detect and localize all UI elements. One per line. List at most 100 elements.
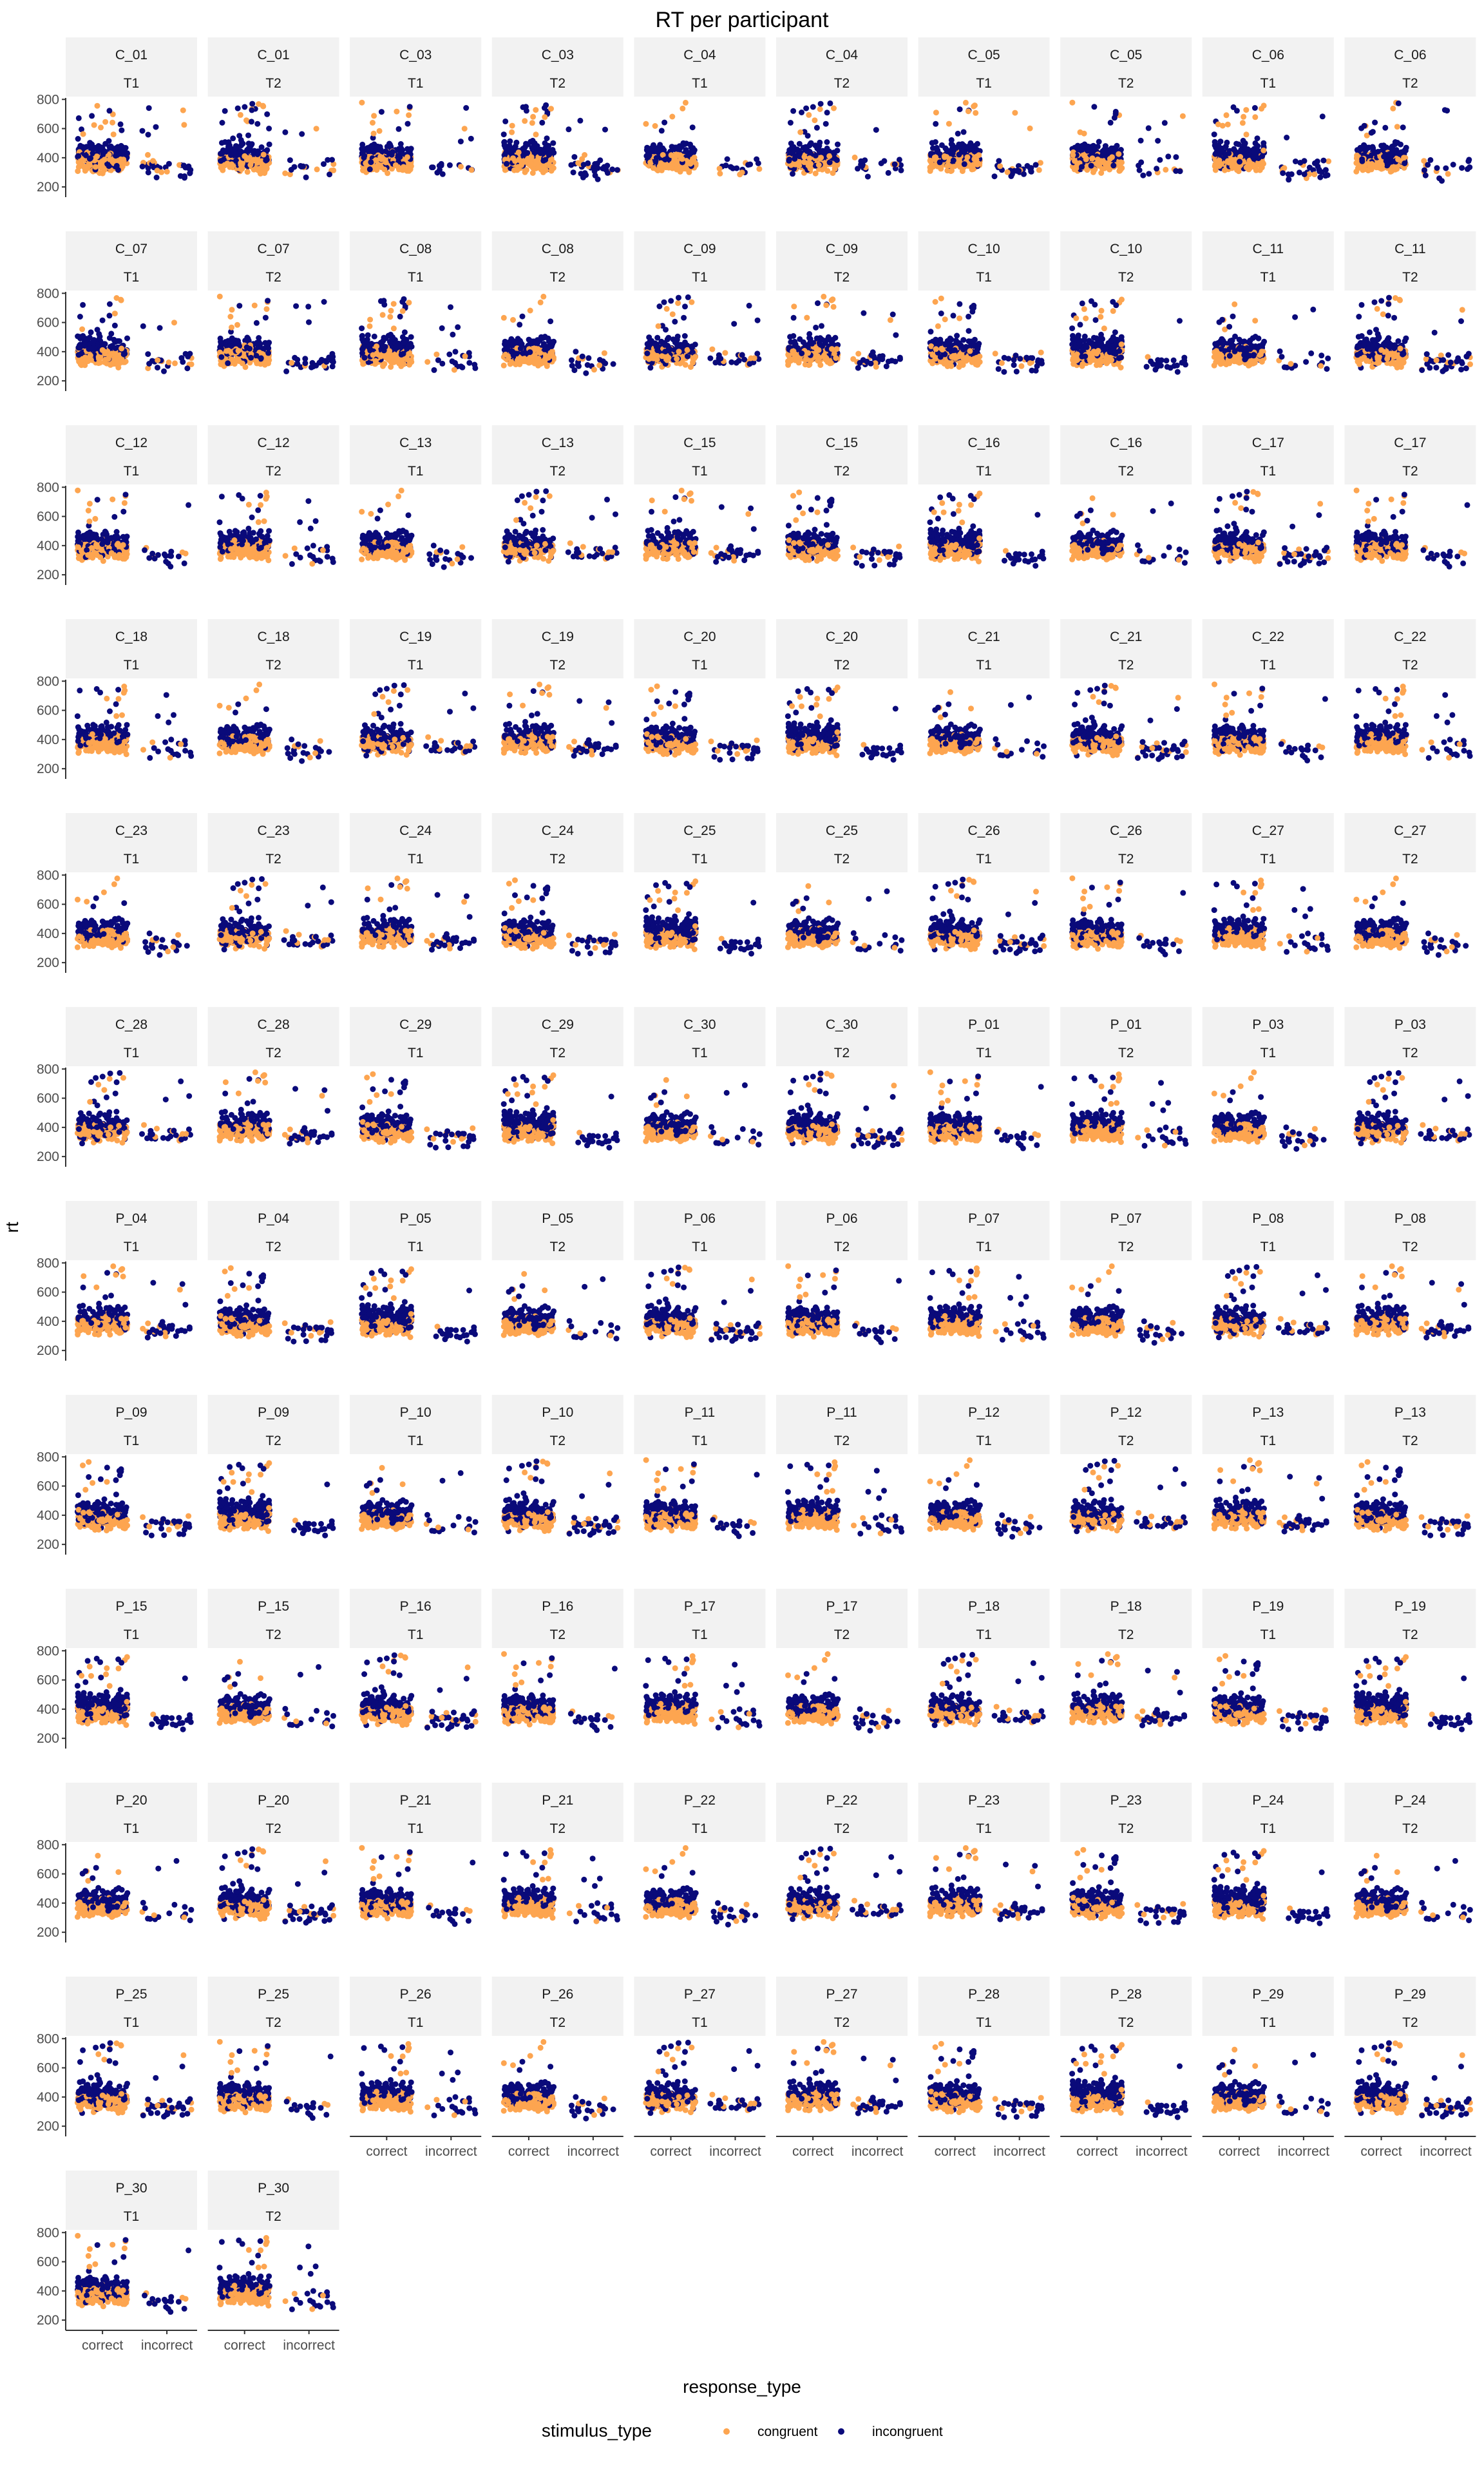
point-congruent xyxy=(229,324,234,331)
point-congruent xyxy=(927,168,933,174)
point-incongruent xyxy=(406,104,413,110)
point-incongruent xyxy=(937,159,943,166)
point-congruent xyxy=(1069,99,1076,106)
point-congruent xyxy=(1222,167,1228,173)
point-congruent xyxy=(1089,155,1096,162)
point-congruent xyxy=(1107,166,1113,173)
point-congruent xyxy=(388,354,395,361)
point-incongruent xyxy=(113,162,120,169)
point-congruent xyxy=(235,347,242,354)
point-incongruent xyxy=(75,352,82,358)
point-incongruent xyxy=(236,303,243,309)
point-incongruent xyxy=(429,164,435,171)
y-tick-label: 800 xyxy=(37,286,59,301)
point-incongruent xyxy=(580,162,587,168)
point-incongruent xyxy=(235,338,241,344)
point-incongruent xyxy=(404,345,410,352)
point-incongruent xyxy=(330,359,336,365)
point-incongruent xyxy=(90,345,97,351)
point-incongruent xyxy=(291,164,298,170)
point-incongruent xyxy=(571,367,578,374)
point-congruent xyxy=(406,300,412,306)
point-congruent xyxy=(91,122,97,128)
point-congruent xyxy=(1036,167,1042,173)
point-incongruent xyxy=(1317,174,1324,180)
point-incongruent xyxy=(614,167,620,173)
point-incongruent xyxy=(1091,104,1098,110)
point-incongruent xyxy=(602,360,609,367)
point-congruent xyxy=(596,362,603,369)
point-congruent xyxy=(806,111,812,118)
point-congruent xyxy=(99,158,106,164)
point-incongruent xyxy=(1436,175,1443,182)
point-incongruent xyxy=(446,162,453,168)
point-incongruent xyxy=(232,145,238,151)
point-congruent xyxy=(424,359,431,365)
point-incongruent xyxy=(293,303,300,309)
point-congruent xyxy=(366,323,373,329)
point-incongruent xyxy=(303,174,309,180)
point-incongruent xyxy=(124,335,130,341)
point-congruent xyxy=(260,103,267,110)
point-incongruent xyxy=(249,107,255,113)
point-incongruent xyxy=(218,354,225,360)
point-incongruent xyxy=(542,140,548,146)
point-congruent xyxy=(373,360,379,367)
point-incongruent xyxy=(1218,147,1224,153)
point-congruent xyxy=(500,314,507,321)
point-incongruent xyxy=(1136,162,1142,169)
point-congruent xyxy=(962,99,969,106)
point-incongruent xyxy=(685,294,691,300)
point-congruent xyxy=(1354,152,1360,158)
point-congruent xyxy=(458,164,464,170)
point-incongruent xyxy=(579,353,585,360)
point-congruent xyxy=(181,122,187,128)
point-incongruent xyxy=(365,332,371,338)
point-congruent xyxy=(98,124,104,131)
point-congruent xyxy=(1224,121,1231,128)
point-incongruent xyxy=(1107,119,1114,126)
point-incongruent xyxy=(790,149,796,155)
point-congruent xyxy=(817,106,823,112)
point-congruent xyxy=(527,307,533,314)
point-congruent xyxy=(529,120,535,126)
point-incongruent xyxy=(1173,154,1179,160)
point-incongruent xyxy=(1165,153,1172,160)
point-incongruent xyxy=(106,138,112,144)
point-incongruent xyxy=(305,303,312,310)
point-incongruent xyxy=(245,132,251,139)
point-incongruent xyxy=(145,131,151,138)
point-incongruent xyxy=(509,338,516,344)
point-incongruent xyxy=(77,345,83,351)
point-congruent xyxy=(687,160,694,167)
point-congruent xyxy=(824,168,831,174)
point-congruent xyxy=(973,110,979,116)
point-congruent xyxy=(1027,125,1033,131)
point-incongruent xyxy=(891,161,898,168)
point-incongruent xyxy=(265,298,271,304)
point-incongruent xyxy=(109,145,116,151)
point-congruent xyxy=(229,307,235,313)
point-incongruent xyxy=(551,338,557,345)
point-congruent xyxy=(109,111,116,117)
point-incongruent xyxy=(249,141,255,148)
point-incongruent xyxy=(991,173,998,180)
point-congruent xyxy=(261,165,267,171)
point-incongruent xyxy=(458,363,464,370)
point-incongruent xyxy=(796,140,803,147)
point-congruent xyxy=(95,354,102,360)
point-incongruent xyxy=(685,152,692,158)
point-congruent xyxy=(313,126,319,132)
point-incongruent xyxy=(1237,158,1242,165)
point-congruent xyxy=(509,122,515,129)
point-incongruent xyxy=(787,120,794,126)
point-congruent xyxy=(1223,112,1230,119)
point-congruent xyxy=(537,299,544,305)
point-incongruent xyxy=(1443,165,1449,171)
point-congruent xyxy=(579,156,585,162)
point-incongruent xyxy=(827,100,833,106)
point-incongruent xyxy=(824,110,830,116)
point-incongruent xyxy=(1090,144,1097,150)
point-incongruent xyxy=(1292,158,1298,164)
